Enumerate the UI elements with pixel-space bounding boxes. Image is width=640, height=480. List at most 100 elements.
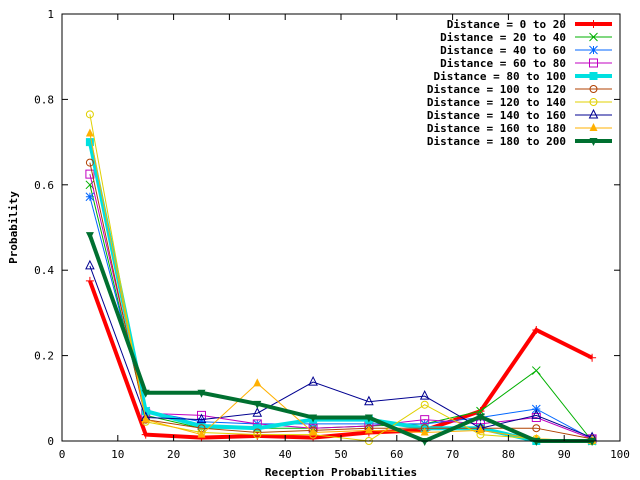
data-point (531, 366, 541, 375)
data-point (141, 389, 150, 398)
data-point (309, 414, 318, 423)
data-point (85, 232, 94, 241)
legend-item: Distance = 120 to 140 (427, 96, 612, 109)
series-line (89, 184, 593, 442)
data-point (589, 32, 598, 42)
y-tick-label: 0 (47, 435, 54, 448)
data-point (589, 45, 598, 55)
x-tick-label: 10 (111, 448, 124, 461)
data-point (253, 400, 262, 409)
data-point (253, 378, 262, 387)
data-point (197, 429, 206, 438)
data-point (532, 438, 541, 446)
data-point (197, 422, 206, 431)
x-tick-label: 70 (446, 448, 459, 461)
data-point (589, 20, 598, 28)
x-tick-label: 0 (59, 448, 66, 461)
series-5 (85, 138, 597, 445)
series-line (88, 234, 593, 444)
series-line (87, 141, 593, 443)
data-point (85, 138, 94, 147)
x-tick-label: 30 (223, 448, 236, 461)
data-point (85, 110, 94, 119)
data-point (364, 419, 374, 429)
legend-item: Distance = 0 to 20 (447, 18, 612, 31)
data-point (141, 407, 150, 416)
legend-item: Distance = 100 to 120 (427, 83, 612, 96)
series-line (89, 162, 593, 440)
data-point (476, 413, 485, 422)
data-point (588, 108, 599, 119)
series-line (89, 174, 593, 440)
data-point (364, 395, 374, 406)
legend-item: Distance = 40 to 60 (440, 44, 612, 57)
legend-label: Distance = 100 to 120 (427, 83, 566, 96)
series-line (89, 196, 593, 440)
x-tick-label: 60 (390, 448, 403, 461)
data-point (419, 390, 430, 400)
data-point (85, 192, 95, 202)
legend-label: Distance = 140 to 160 (427, 109, 566, 122)
series-9 (85, 128, 597, 444)
x-tick-label: 20 (167, 448, 180, 461)
data-point (420, 415, 430, 425)
data-point (476, 425, 485, 434)
data-point (85, 259, 95, 270)
plot-lines (85, 110, 597, 446)
x-axis-title: Reception Probabilities (265, 466, 417, 479)
data-point (532, 325, 541, 334)
data-point (309, 427, 318, 436)
legend-item: Distance = 80 to 100 (434, 70, 612, 83)
x-tick-label: 50 (334, 448, 347, 461)
series-3 (85, 192, 597, 444)
data-point (420, 400, 429, 409)
series-line (89, 133, 593, 442)
x-tick-label: 80 (502, 448, 515, 461)
legend-item: Distance = 160 to 180 (427, 122, 612, 135)
y-tick-label: 0.8 (34, 93, 54, 106)
legend-label: Distance = 180 to 200 (427, 135, 566, 148)
series-8 (85, 259, 597, 442)
legend-item: Distance = 60 to 80 (440, 57, 612, 70)
data-point (252, 407, 263, 417)
data-point (141, 414, 150, 423)
data-point (531, 404, 541, 414)
x-axis: 0 10 20 30 40 50 60 70 80 90 100 (59, 14, 630, 461)
legend-label: Distance = 80 to 100 (434, 70, 566, 83)
series-6 (85, 158, 597, 443)
data-point (532, 424, 541, 433)
x-tick-label: 100 (610, 448, 630, 461)
series-2 (85, 180, 597, 446)
data-point (85, 169, 95, 179)
data-point (253, 428, 262, 437)
legend-label: Distance = 120 to 140 (427, 96, 566, 109)
data-point (420, 427, 429, 436)
data-point (531, 409, 542, 419)
legend-item: Distance = 180 to 200 (427, 135, 612, 148)
x-tick-label: 90 (558, 448, 571, 461)
series-4 (85, 169, 597, 444)
data-point (308, 375, 318, 386)
data-point (588, 353, 597, 362)
data-point (589, 85, 598, 93)
data-point (197, 417, 206, 427)
legend-item: Distance = 20 to 40 (440, 31, 612, 44)
legend-label: Distance = 60 to 80 (440, 57, 566, 70)
y-tick-label: 0.6 (34, 179, 54, 192)
data-point (589, 123, 598, 131)
data-point (253, 430, 262, 439)
data-point (141, 430, 150, 439)
data-point (85, 128, 94, 137)
y-tick-label: 1 (47, 8, 54, 21)
data-point (85, 158, 94, 167)
data-point (364, 425, 373, 434)
data-point (420, 438, 429, 446)
legend-label: Distance = 20 to 40 (440, 31, 566, 44)
series-line (89, 265, 593, 439)
x-tick-label: 40 (279, 448, 292, 461)
legend-item: Distance = 140 to 160 (427, 108, 612, 122)
data-point (589, 98, 598, 106)
legend-label: Distance = 40 to 60 (440, 44, 566, 57)
